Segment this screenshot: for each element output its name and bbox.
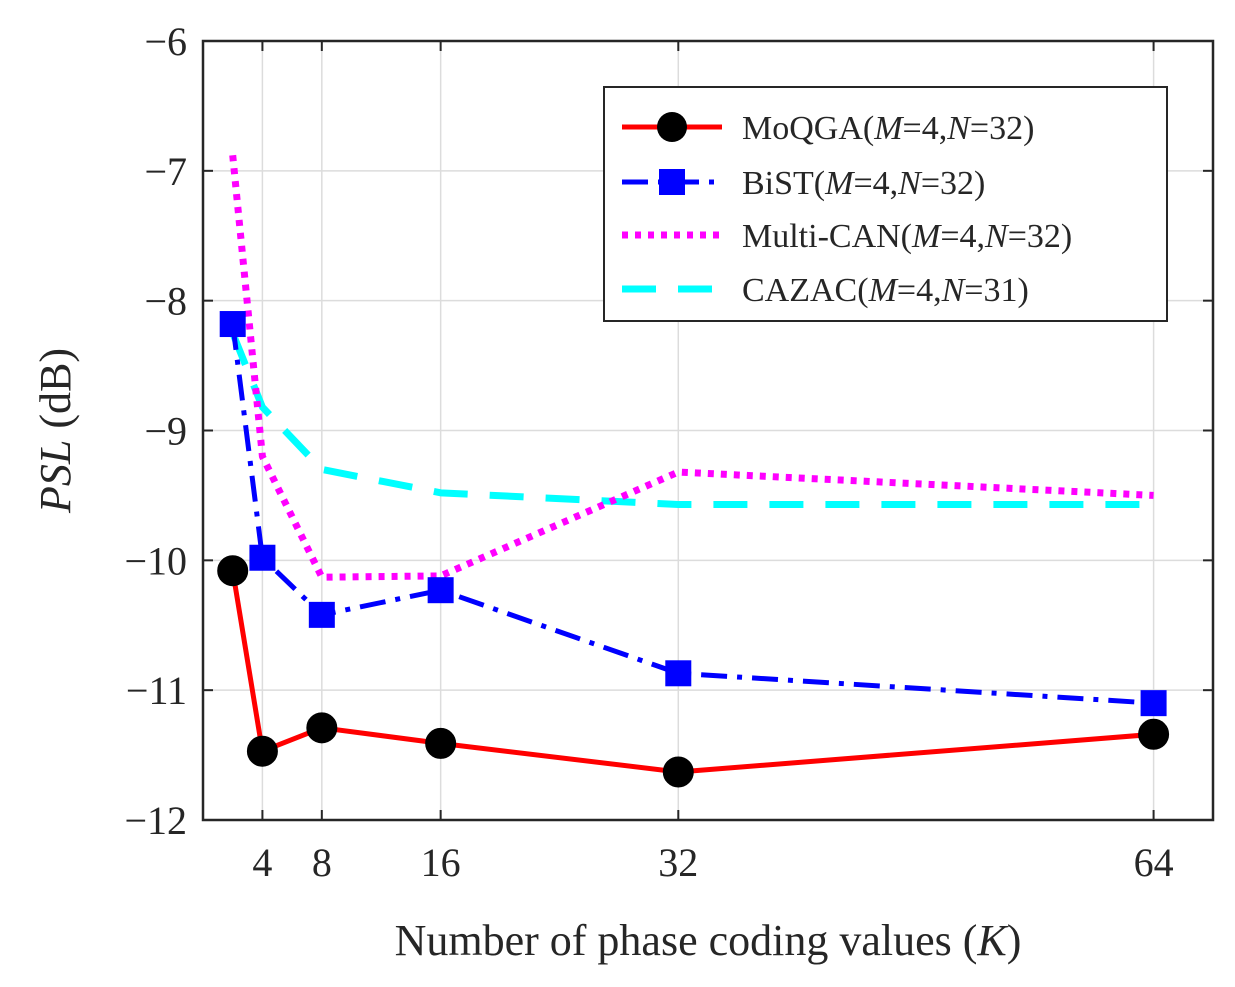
data-point xyxy=(249,544,276,571)
data-point xyxy=(662,756,694,788)
series-moqga xyxy=(217,555,1170,788)
legend-entry-moqga: MoQGA(M=4,N=32) xyxy=(622,110,1034,147)
data-point xyxy=(1140,690,1167,717)
legend-label: CAZAC(M=4,N=31) xyxy=(742,272,1029,309)
legend-marker xyxy=(657,112,687,142)
data-point xyxy=(219,311,246,338)
y-tick-label: −6 xyxy=(144,19,187,64)
series-line xyxy=(229,331,1154,509)
x-axis-label: Number of phase coding values (K) xyxy=(395,916,1022,965)
axis-ticks: 4 8 16 32 64 −12 −11 −10 −9 −8 −7 −6 xyxy=(124,19,1213,885)
series-line xyxy=(230,323,1154,706)
y-tick-label: −9 xyxy=(144,409,187,454)
legend: MoQGA(M=4,N=32) BiST(M=4,N=32) Multi-CAN(M… xyxy=(603,86,1168,322)
y-tick-label: −7 xyxy=(144,149,187,194)
data-series xyxy=(217,154,1170,788)
x-tick-label: 8 xyxy=(312,840,332,885)
x-tick-label: 32 xyxy=(658,840,698,885)
y-tick-label: −12 xyxy=(124,798,187,843)
legend-label: MoQGA(M=4,N=32) xyxy=(742,110,1034,147)
x-tick-label: 16 xyxy=(421,840,461,885)
series-bist xyxy=(219,311,1167,717)
data-point xyxy=(246,735,278,767)
data-point xyxy=(425,727,457,759)
y-axis-label: PSL (dB) xyxy=(31,348,80,514)
series-multi-can xyxy=(229,154,1154,581)
data-point xyxy=(1138,718,1170,750)
y-tick-label: −8 xyxy=(144,279,187,324)
y-tick-label: −10 xyxy=(124,538,187,583)
data-point xyxy=(217,555,249,587)
x-tick-label: 64 xyxy=(1134,840,1174,885)
legend-label: BiST(M=4,N=32) xyxy=(742,165,985,202)
data-point xyxy=(308,601,335,628)
legend-entry-cazac: CAZAC(M=4,N=31) xyxy=(622,272,1029,309)
data-point xyxy=(306,712,338,744)
legend-entry-multi-can: Multi-CAN(M=4,N=32) xyxy=(622,218,1072,255)
legend-marker xyxy=(659,169,685,195)
x-tick-label: 4 xyxy=(252,840,272,885)
series-cazac xyxy=(229,331,1154,509)
data-point xyxy=(427,577,454,604)
legend-label: Multi-CAN(M=4,N=32) xyxy=(742,218,1072,255)
data-point xyxy=(665,660,692,687)
series-line xyxy=(229,154,1154,581)
series-line xyxy=(230,570,1154,775)
legend-entry-bist: BiST(M=4,N=32) xyxy=(622,165,985,202)
y-tick-label: −11 xyxy=(126,668,187,713)
